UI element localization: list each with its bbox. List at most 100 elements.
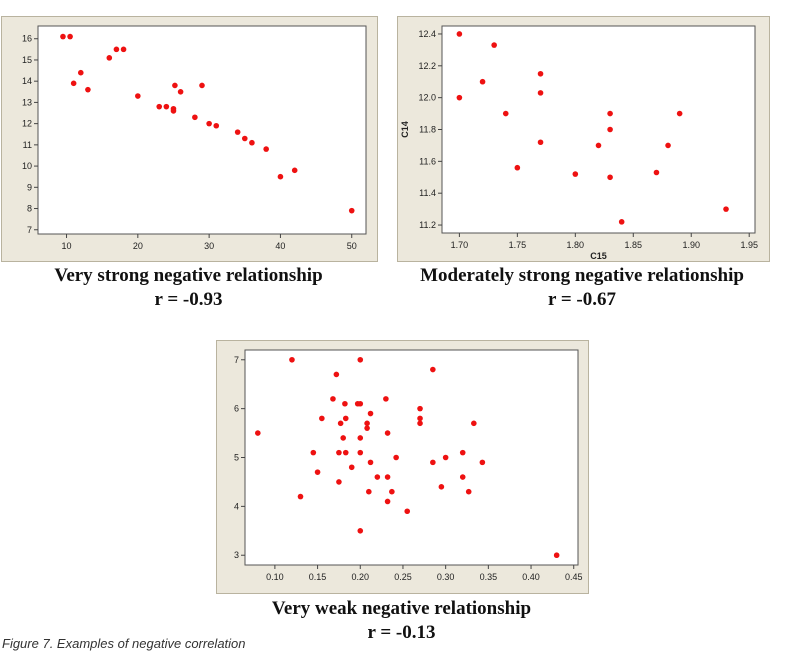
data-point-3: [374, 474, 381, 480]
data-point-1: [277, 173, 284, 180]
x-tick-label-2: 1.75: [509, 240, 527, 250]
data-point-3: [357, 400, 364, 407]
data-point-3: [255, 430, 261, 436]
data-point-3: [430, 459, 436, 466]
caption-2: Moderately strong negative relationship …: [377, 264, 787, 312]
x-tick-label-1: 40: [275, 241, 285, 251]
data-point-3: [357, 356, 364, 363]
data-point-3: [367, 459, 374, 466]
data-point-3: [289, 356, 295, 363]
scatter-plot-3: 0.10 0.15 0.20 0.25 0.30 0.35 0.40 0.45 3 4 5 6 7: [234, 349, 583, 582]
x-tick-label-2: 1.70: [451, 240, 469, 250]
x-tick-label-3: 0.10: [266, 572, 284, 582]
data-point-3: [310, 449, 317, 456]
data-point-1: [163, 103, 170, 110]
data-point-1: [156, 103, 163, 110]
y-tick-label-1: 15: [22, 55, 32, 65]
data-point-3: [366, 488, 372, 495]
data-point-3: [348, 464, 355, 471]
y-tick-label-1: 12: [22, 119, 32, 129]
data-point-2: [537, 90, 544, 96]
x-tick-label-3: 0.45: [565, 572, 583, 582]
x-tick-label-1: 30: [204, 241, 214, 251]
data-point-3: [340, 435, 346, 441]
data-point-1: [241, 135, 248, 142]
caption-1: Very strong negative relationship r = -0…: [1, 264, 376, 312]
data-point-1: [249, 139, 255, 146]
y-tick-label-2: 12.4: [418, 29, 436, 39]
data-point-3: [314, 469, 321, 475]
caption-3-line-1: Very weak negative relationship: [271, 598, 532, 619]
y-tick-label-1: 9: [27, 182, 32, 192]
caption-2-line-2: r = -0.67: [548, 289, 616, 310]
data-point-1: [85, 86, 91, 93]
data-point-3: [465, 488, 472, 495]
data-point-2: [607, 174, 613, 181]
data-point-3: [417, 415, 423, 422]
data-point-3: [471, 420, 477, 427]
data-point-2: [502, 110, 509, 117]
y-tick-label-1: 13: [22, 97, 32, 107]
x-tick-label-2: 1.95: [740, 240, 758, 250]
y-tick-label-1: 14: [22, 76, 32, 86]
data-point-3: [342, 400, 348, 407]
data-point-1: [120, 46, 127, 53]
x-tick-label-2: 1.90: [682, 240, 700, 250]
data-point-3: [459, 474, 466, 480]
x-tick-label-1: 20: [133, 241, 143, 251]
caption-3: Very weak negative relationship r = -0.1…: [216, 597, 587, 645]
data-point-3: [438, 484, 445, 490]
data-point-1: [348, 207, 355, 214]
x-tick-label-3: 0.25: [394, 572, 412, 582]
plot-area-2: [441, 25, 756, 234]
y-tick-label-2: 11.6: [419, 156, 436, 166]
y-tick-label-3: 4: [234, 501, 239, 511]
data-point-2: [456, 94, 463, 101]
data-point-2: [618, 219, 625, 225]
data-point-2: [479, 78, 486, 85]
y-axis-label-2: C14: [400, 121, 410, 138]
data-point-2: [607, 126, 613, 133]
y-tick-label-2: 12.0: [418, 93, 436, 103]
y-tick-label-3: 6: [234, 404, 239, 414]
data-point-3: [553, 552, 560, 559]
data-point-3: [479, 459, 486, 466]
data-point-3: [336, 479, 342, 485]
scatter-plot-2: 1.70 1.75 1.80 1.85 1.90 1.95 11.2 11.4 11.6 11.8…: [400, 25, 758, 261]
y-tick-label-1: 16: [22, 34, 32, 44]
data-point-3: [342, 415, 349, 422]
data-point-3: [330, 396, 336, 402]
y-tick-label-2: 11.2: [419, 220, 436, 230]
data-point-1: [192, 114, 198, 121]
data-point-2: [491, 42, 497, 48]
y-tick-label-1: 10: [22, 161, 32, 171]
caption-3-line-2: r = -0.13: [367, 622, 436, 643]
scatter-plot-1: 10 20 30 40 50 7 8 9 10 11 12 13 14 15 16: [22, 25, 367, 251]
data-point-3: [384, 498, 391, 505]
data-point-3: [333, 371, 340, 378]
data-point-3: [357, 435, 364, 441]
data-point-3: [364, 425, 370, 431]
data-point-1: [135, 93, 141, 99]
y-tick-label-1: 8: [27, 204, 32, 214]
y-tick-label-3: 7: [234, 355, 239, 365]
data-point-1: [291, 167, 298, 174]
x-tick-label-1: 10: [62, 241, 72, 251]
y-tick-label-1: 11: [23, 140, 32, 150]
chart-panel-3: 0.10 0.15 0.20 0.25 0.30 0.35 0.40 0.45 3 4 5 6 7: [216, 340, 589, 594]
data-point-1: [199, 82, 205, 89]
data-point-3: [442, 454, 449, 461]
caption-1-line-2: r = -0.93: [154, 289, 223, 310]
data-point-1: [70, 80, 77, 87]
chart-panel-1: 10 20 30 40 50 7 8 9 10 11 12 13 14 15 16: [1, 16, 378, 262]
data-point-3: [367, 410, 374, 417]
data-point-1: [60, 33, 66, 40]
y-tick-label-2: 11.8: [419, 125, 436, 135]
caption-2-line-1: Moderately strong negative relationship: [420, 265, 744, 286]
data-point-1: [213, 122, 220, 129]
data-point-1: [206, 120, 212, 127]
plot-area-3: [244, 349, 579, 566]
x-tick-label-3: 0.35: [480, 572, 498, 582]
data-point-2: [456, 31, 463, 37]
data-point-1: [77, 69, 84, 76]
